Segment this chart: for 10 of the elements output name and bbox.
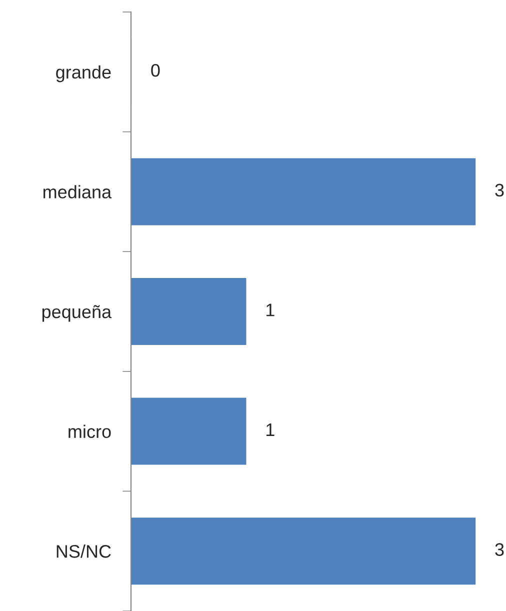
data-label: 1 — [266, 424, 274, 436]
data-label: 0 — [151, 64, 160, 77]
y-tick-label: micro — [68, 424, 111, 438]
data-label: 3 — [495, 543, 504, 556]
y-tick-label: grande — [56, 65, 111, 82]
y-tick-label: mediana — [44, 185, 112, 198]
data-label: 3 — [495, 184, 504, 197]
data-label: 1 — [266, 304, 274, 316]
y-tick-label: NS/NC — [56, 544, 111, 558]
y-tick-label: pequeña — [42, 305, 112, 322]
